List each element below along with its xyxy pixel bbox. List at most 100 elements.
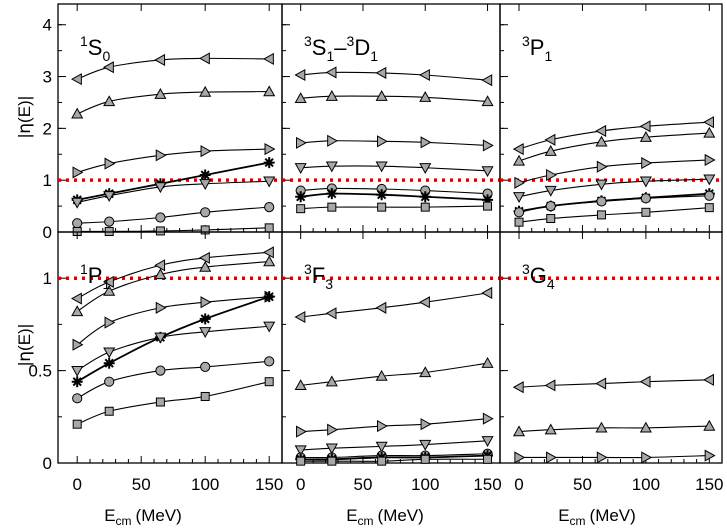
series-line [518,121,710,150]
data-point-circle [640,193,651,204]
data-point-tri-left [595,124,607,138]
data-point-tri-down [325,443,338,455]
data-point-tri-down [103,191,116,202]
data-point-tri-up [103,95,116,107]
data-point-tri-right [200,296,212,309]
data-point-tri-down [512,192,526,203]
panel-label: 3G4 [522,261,555,292]
series-tri-right [514,153,716,189]
series-tri-down [294,161,494,178]
x-axis-label-3: Ecm (MeV) [558,506,636,528]
data-point-tri-down [703,174,716,186]
data-point-tri-left [102,275,114,288]
data-point-tri-right [376,419,388,433]
data-point-tri-right [482,139,494,152]
data-point-tri-left [198,52,210,65]
data-point-tri-left [544,133,556,146]
data-point-star [295,191,307,203]
data-point-tri-right [546,451,557,464]
series-tri-left [294,66,493,87]
x-tick-label: 0 [514,475,523,494]
data-point-tri-up [595,135,608,147]
data-point-square [420,202,430,212]
series-tri-right [296,134,494,152]
data-point-tri-right [264,143,276,156]
data-point-star [482,194,494,206]
data-point-circle [200,361,211,373]
x-tick-label: 150 [473,475,501,494]
y-tick-label: 4 [43,16,52,35]
data-point-tri-right [72,166,84,179]
series-circle [513,190,715,218]
data-point-tri-down [154,332,167,344]
series-line [518,132,710,162]
data-point-tri-right [420,136,432,149]
data-point-tri-right [482,412,494,425]
series-tri-down [512,174,716,203]
data-point-square [546,214,556,224]
series-tri-up [71,255,276,317]
data-point-tri-left [154,53,166,67]
x-tick-label: 150 [695,475,723,494]
data-point-tri-up [544,423,557,435]
data-point-square [327,202,337,212]
data-point-tri-left [703,116,714,129]
data-point-tri-left [262,246,274,259]
data-point-tri-down [103,347,116,359]
series-tri-left [70,52,274,86]
series-tri-left [294,286,493,324]
data-point-square [483,201,493,211]
data-point-tri-left [325,307,337,320]
data-point-star [419,191,431,203]
data-point-tri-left [102,61,114,74]
data-point-star [263,157,275,169]
data-point-tri-left [544,379,556,392]
data-point-tri-up [199,260,212,272]
data-point-tri-up [71,107,84,119]
data-point-tri-right [546,168,557,182]
y-tick-label: 1 [43,269,52,288]
data-point-tri-right [641,157,653,170]
data-point-tri-up [375,90,388,101]
y-axis-label-bottom: |η(E)| [15,324,35,366]
series-circle [72,202,275,229]
data-point-tri-right [327,134,339,147]
panel-label: 1S0 [80,33,110,64]
data-point-tri-right [704,449,716,462]
series-square [72,377,274,429]
series-star [295,188,494,206]
data-point-tri-up [595,421,608,433]
data-point-tri-up [294,92,307,103]
data-point-tri-right [641,451,653,464]
data-point-tri-up [419,366,432,378]
data-point-tri-left [154,259,166,272]
panel-4: 0 50 100 150 0 0.5 1 1P1 [28,231,283,494]
panel-1: 0 1 2 3 4 1S0 [43,3,283,242]
data-point-tri-left [595,377,607,390]
data-point-tri-right [327,423,339,436]
data-point-tri-left [70,292,82,305]
data-point-tri-left [70,73,82,86]
data-point-square [296,204,306,214]
data-point-square [296,456,306,466]
data-point-square [264,377,274,387]
data-point-tri-right [514,451,526,464]
panel-6: 0 50 100 150 3G4 [499,231,724,494]
x-tick-label: 50 [573,475,592,494]
data-point-tri-up [263,255,276,267]
data-point-tri-up [419,91,432,102]
data-point-square [200,391,210,401]
y-tick-label: 1 [43,171,52,190]
data-point-star [103,357,115,369]
data-point-tri-right [200,145,212,158]
data-point-tri-up [325,90,338,101]
x-axis-label-2: Ecm (MeV) [346,506,424,528]
data-point-tri-up [703,419,716,431]
data-point-star [376,189,388,201]
data-point-tri-down [199,179,212,191]
data-point-circle [155,365,166,376]
data-point-circle [513,207,525,218]
series-tri-left [70,246,274,305]
data-point-tri-left [703,373,714,386]
